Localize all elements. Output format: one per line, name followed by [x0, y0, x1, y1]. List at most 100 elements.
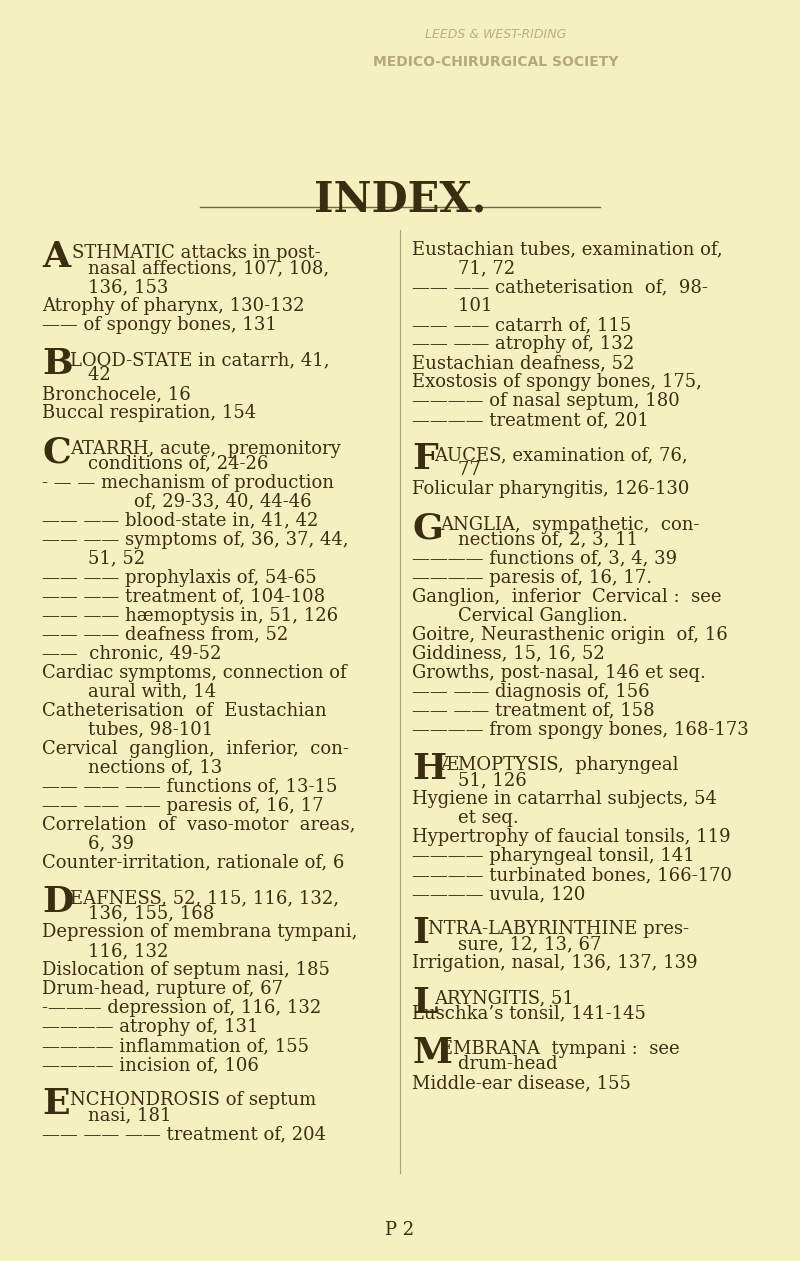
Text: ———— treatment of, 201: ———— treatment of, 201 [412, 411, 649, 429]
Text: ———— functions of, 3, 4, 39: ———— functions of, 3, 4, 39 [412, 550, 677, 567]
Text: nections of, 2, 3, 11: nections of, 2, 3, 11 [412, 531, 638, 549]
Text: Catheterisation  of  Eustachian: Catheterisation of Eustachian [42, 701, 326, 720]
Text: —— —— deafness from, 52: —— —— deafness from, 52 [42, 625, 288, 643]
Text: C: C [42, 436, 70, 469]
Text: ———— uvula, 120: ———— uvula, 120 [412, 885, 586, 903]
Text: 101: 101 [412, 298, 493, 315]
Text: H: H [412, 752, 446, 786]
Text: drum-head: drum-head [412, 1055, 558, 1073]
Text: 6, 39: 6, 39 [42, 835, 134, 852]
Text: INDEX.: INDEX. [314, 178, 486, 219]
Text: ———— pharyngeal tonsil, 141: ———— pharyngeal tonsil, 141 [412, 847, 694, 865]
Text: Eustachian tubes, examination of,: Eustachian tubes, examination of, [412, 240, 722, 259]
Text: Cervical  ganglion,  inferior,  con-: Cervical ganglion, inferior, con- [42, 740, 349, 758]
Text: Buccal respiration, 154: Buccal respiration, 154 [42, 405, 256, 422]
Text: nasi, 181: nasi, 181 [42, 1106, 171, 1125]
Text: nections of, 13: nections of, 13 [42, 759, 222, 777]
Text: —— —— hæmoptysis in, 51, 126: —— —— hæmoptysis in, 51, 126 [42, 607, 338, 624]
Text: NTRA-LABYRINTHINE pres-: NTRA-LABYRINTHINE pres- [428, 921, 689, 938]
Text: Depression of membrana tympani,: Depression of membrana tympani, [42, 923, 358, 941]
Text: 42: 42 [42, 367, 110, 385]
Text: 136, 153: 136, 153 [42, 277, 168, 296]
Text: F: F [412, 443, 438, 477]
Text: ———— paresis of, 16, 17.: ———— paresis of, 16, 17. [412, 569, 652, 586]
Text: LEEDS & WEST-RIDING: LEEDS & WEST-RIDING [426, 28, 566, 42]
Text: P 2: P 2 [386, 1221, 414, 1240]
Text: et seq.: et seq. [412, 810, 518, 827]
Text: Ganglion,  inferior  Cervical :  see: Ganglion, inferior Cervical : see [412, 588, 722, 605]
Text: ———— of nasal septum, 180: ———— of nasal septum, 180 [412, 392, 680, 410]
Text: —— —— —— treatment of, 204: —— —— —— treatment of, 204 [42, 1125, 326, 1144]
Text: —— —— prophylaxis of, 54-65: —— —— prophylaxis of, 54-65 [42, 569, 317, 586]
Text: Atrophy of pharynx, 130-132: Atrophy of pharynx, 130-132 [42, 298, 305, 315]
Text: —— —— —— functions of, 13-15: —— —— —— functions of, 13-15 [42, 778, 338, 796]
Text: Luschka’s tonsil, 141-145: Luschka’s tonsil, 141-145 [412, 1005, 646, 1023]
Text: Exostosis of spongy bones, 175,: Exostosis of spongy bones, 175, [412, 373, 702, 391]
Text: Folicular pharyngitis, 126-130: Folicular pharyngitis, 126-130 [412, 480, 690, 498]
Text: ———— atrophy of, 131: ———— atrophy of, 131 [42, 1018, 258, 1037]
Text: Growths, post-nasal, 146 et seq.: Growths, post-nasal, 146 et seq. [412, 663, 706, 682]
Text: - — — mechanism of production: - — — mechanism of production [42, 474, 334, 492]
Text: —— —— —— paresis of, 16, 17: —— —— —— paresis of, 16, 17 [42, 797, 323, 815]
Text: conditions of, 24-26: conditions of, 24-26 [42, 455, 268, 473]
Text: ——  chronic, 49-52: —— chronic, 49-52 [42, 644, 222, 663]
Text: EAFNESS, 52, 115, 116, 132,: EAFNESS, 52, 115, 116, 132, [70, 889, 339, 907]
Text: L: L [412, 986, 438, 1020]
Text: Hygiene in catarrhal subjects, 54: Hygiene in catarrhal subjects, 54 [412, 791, 717, 808]
Text: 51, 126: 51, 126 [412, 770, 526, 789]
Text: Cardiac symptoms, connection of: Cardiac symptoms, connection of [42, 663, 346, 682]
Text: —— —— symptoms of, 36, 37, 44,: —— —— symptoms of, 36, 37, 44, [42, 531, 349, 549]
Text: STHMATIC attacks in post-: STHMATIC attacks in post- [72, 243, 321, 262]
Text: ÆMOPTYSIS,  pharyngeal: ÆMOPTYSIS, pharyngeal [440, 757, 678, 774]
Text: tubes, 98-101: tubes, 98-101 [42, 721, 214, 739]
Text: ANGLIA,  sympathetic,  con-: ANGLIA, sympathetic, con- [440, 516, 699, 533]
Text: Eustachian deafness, 52: Eustachian deafness, 52 [412, 354, 634, 372]
Text: —— —— catarrh of, 115: —— —— catarrh of, 115 [412, 317, 631, 334]
Text: G: G [412, 512, 443, 546]
Text: Irrigation, nasal, 136, 137, 139: Irrigation, nasal, 136, 137, 139 [412, 955, 698, 972]
Text: —— of spongy bones, 131: —— of spongy bones, 131 [42, 317, 277, 334]
Text: AUCES, examination of, 76,: AUCES, examination of, 76, [434, 446, 688, 464]
Text: Counter-irritation, rationale of, 6: Counter-irritation, rationale of, 6 [42, 854, 344, 871]
Text: Dislocation of septum nasi, 185: Dislocation of septum nasi, 185 [42, 961, 330, 979]
Text: EMBRANA  tympani :  see: EMBRANA tympani : see [440, 1040, 680, 1058]
Text: 71, 72: 71, 72 [412, 259, 515, 277]
Text: Middle-ear disease, 155: Middle-ear disease, 155 [412, 1074, 631, 1092]
Text: aural with, 14: aural with, 14 [42, 682, 216, 701]
Text: —— —— treatment of, 158: —— —— treatment of, 158 [412, 701, 654, 720]
Text: ATARRH, acute,  premonitory: ATARRH, acute, premonitory [70, 440, 341, 458]
Text: ARYNGITIS, 51: ARYNGITIS, 51 [434, 990, 574, 1008]
Text: Cervical Ganglion.: Cervical Ganglion. [412, 607, 628, 624]
Text: Correlation  of  vaso-motor  areas,: Correlation of vaso-motor areas, [42, 816, 355, 834]
Text: sure, 12, 13, 67: sure, 12, 13, 67 [412, 936, 602, 953]
Text: E: E [42, 1087, 70, 1121]
Text: —— —— blood-state in, 41, 42: —— —— blood-state in, 41, 42 [42, 512, 318, 530]
Text: MEDICO-CHIRURGICAL SOCIETY: MEDICO-CHIRURGICAL SOCIETY [374, 55, 618, 69]
Text: 136, 155, 168: 136, 155, 168 [42, 904, 214, 922]
Text: nasal affections, 107, 108,: nasal affections, 107, 108, [42, 259, 329, 277]
Text: M: M [412, 1037, 452, 1071]
Text: Drum-head, rupture of, 67: Drum-head, rupture of, 67 [42, 980, 283, 997]
Text: Bronchocele, 16: Bronchocele, 16 [42, 386, 190, 404]
Text: —— —— diagnosis of, 156: —— —— diagnosis of, 156 [412, 682, 650, 701]
Text: Goitre, Neurasthenic origin  of, 16: Goitre, Neurasthenic origin of, 16 [412, 625, 728, 643]
Text: ———— turbinated bones, 166-170: ———— turbinated bones, 166-170 [412, 866, 732, 884]
Text: —— —— treatment of, 104-108: —— —— treatment of, 104-108 [42, 588, 325, 605]
Text: ———— incision of, 106: ———— incision of, 106 [42, 1055, 259, 1074]
Text: NCHONDROSIS of septum: NCHONDROSIS of septum [70, 1092, 316, 1110]
Text: LOOD-STATE in catarrh, 41,: LOOD-STATE in catarrh, 41, [70, 352, 330, 369]
Text: ———— from spongy bones, 168-173: ———— from spongy bones, 168-173 [412, 721, 749, 739]
Text: —— —— catheterisation  of,  98-: —— —— catheterisation of, 98- [412, 277, 708, 296]
Text: Giddiness, 15, 16, 52: Giddiness, 15, 16, 52 [412, 644, 605, 663]
Text: I: I [412, 917, 429, 951]
Text: Hypertrophy of faucial tonsils, 119: Hypertrophy of faucial tonsils, 119 [412, 828, 730, 846]
Text: -——— depression of, 116, 132: -——— depression of, 116, 132 [42, 999, 322, 1018]
Text: 116, 132: 116, 132 [42, 942, 168, 960]
Text: 51, 52: 51, 52 [42, 550, 145, 567]
Text: A: A [42, 240, 70, 274]
Text: of, 29-33, 40, 44-46: of, 29-33, 40, 44-46 [42, 493, 312, 511]
Text: B: B [42, 347, 73, 381]
Text: 77: 77 [412, 462, 481, 479]
Text: —— —— atrophy of, 132: —— —— atrophy of, 132 [412, 335, 634, 353]
Text: ———— inflammation of, 155: ———— inflammation of, 155 [42, 1037, 309, 1055]
